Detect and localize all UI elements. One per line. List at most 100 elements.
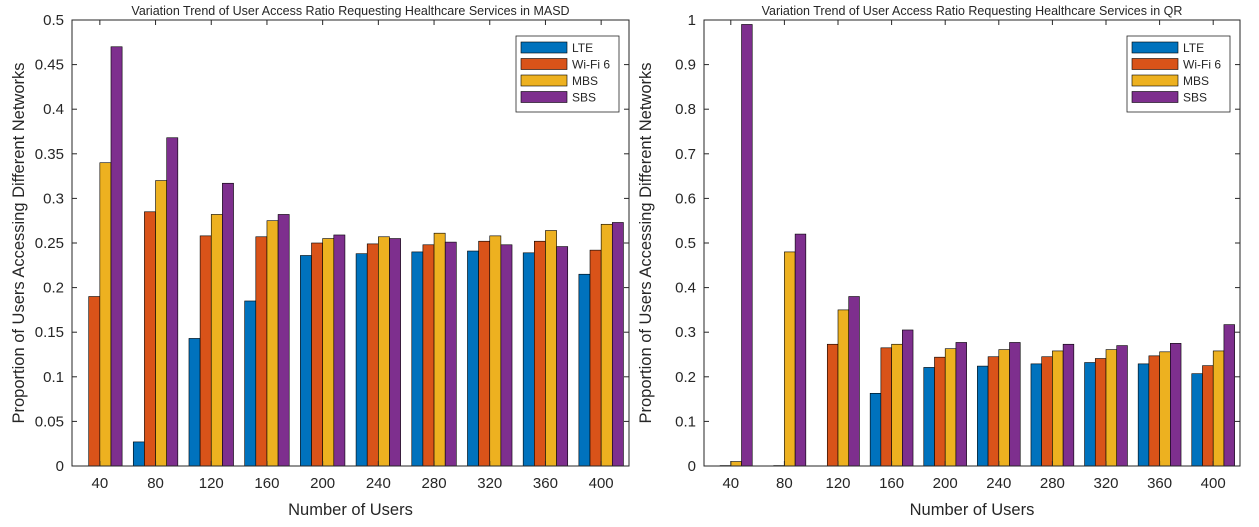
bar-mbs-120 <box>211 214 222 466</box>
bar-sbs-120 <box>222 183 233 466</box>
bar-wi-fi-6-120 <box>200 236 211 466</box>
bar-wi-fi-6-320 <box>479 241 490 466</box>
bar-lte-320 <box>467 251 478 466</box>
y-axis-label: Proportion of Users Accessing Different … <box>10 62 28 423</box>
legend-swatch-lte <box>521 42 567 53</box>
x-tick-label: 320 <box>477 475 502 492</box>
bar-lte-160 <box>245 301 256 466</box>
bar-sbs-40 <box>111 47 122 466</box>
y-tick-label: 0.35 <box>35 146 64 163</box>
bar-sbs-40 <box>742 24 753 466</box>
y-tick-label: 0.6 <box>675 190 696 207</box>
x-tick-label: 400 <box>589 475 614 492</box>
bar-lte-400 <box>1192 374 1203 466</box>
y-tick-label: 0.5 <box>675 235 696 252</box>
chart-title: Variation Trend of User Access Ratio Req… <box>762 4 1183 18</box>
bar-wi-fi-6-360 <box>534 241 545 466</box>
y-tick-label: 0.9 <box>675 57 696 74</box>
bar-mbs-280 <box>1052 351 1063 466</box>
bar-sbs-160 <box>278 214 289 466</box>
bar-mbs-200 <box>945 349 956 466</box>
y-tick-label: 0.5 <box>43 12 64 29</box>
bar-lte-200 <box>924 367 935 466</box>
y-axis-label: Proportion of Users Accessing Different … <box>637 62 655 423</box>
x-tick-label: 80 <box>147 475 164 492</box>
bar-sbs-240 <box>389 239 400 466</box>
bar-sbs-320 <box>1117 346 1128 466</box>
bar-wi-fi-6-160 <box>881 348 892 466</box>
y-tick-label: 0.3 <box>43 190 64 207</box>
bar-sbs-120 <box>849 297 860 466</box>
bar-lte-240 <box>977 366 988 466</box>
bar-wi-fi-6-200 <box>934 357 945 466</box>
bar-mbs-240 <box>378 237 389 466</box>
bar-sbs-360 <box>557 247 568 466</box>
bar-sbs-80 <box>795 234 806 466</box>
y-tick-label: 0 <box>688 458 696 475</box>
legend-swatch-sbs <box>521 92 567 103</box>
bar-lte-160 <box>870 393 881 466</box>
bar-wi-fi-6-320 <box>1095 359 1106 466</box>
bar-sbs-160 <box>902 330 913 466</box>
bar-lte-80 <box>133 442 144 466</box>
y-tick-label: 0.15 <box>35 324 64 341</box>
y-tick-label: 0.05 <box>35 413 64 430</box>
bar-lte-360 <box>1138 364 1149 466</box>
bar-wi-fi-6-120 <box>827 344 838 466</box>
bar-sbs-80 <box>167 138 178 466</box>
bar-mbs-400 <box>601 224 612 466</box>
bar-lte-360 <box>523 253 534 466</box>
bar-sbs-280 <box>1063 344 1074 466</box>
x-tick-label: 320 <box>1093 475 1118 492</box>
bar-wi-fi-6-280 <box>423 245 434 466</box>
bar-mbs-280 <box>434 233 445 466</box>
chart-title: Variation Trend of User Access Ratio Req… <box>131 4 569 18</box>
x-tick-label: 280 <box>1040 475 1065 492</box>
bar-wi-fi-6-160 <box>256 237 267 466</box>
legend-entry: SBS <box>1183 91 1207 105</box>
y-tick-label: 0.2 <box>43 280 64 297</box>
x-tick-label: 120 <box>199 475 224 492</box>
bar-sbs-400 <box>1224 325 1235 466</box>
bar-lte-320 <box>1085 363 1096 466</box>
y-tick-label: 0.4 <box>675 280 696 297</box>
bar-lte-400 <box>579 274 590 466</box>
bar-sbs-280 <box>445 242 456 466</box>
legend-swatch-lte <box>1132 42 1178 53</box>
x-tick-label: 40 <box>722 475 739 492</box>
x-tick-label: 160 <box>879 475 904 492</box>
legend-swatch-mbs <box>1132 75 1178 86</box>
y-tick-label: 0.4 <box>43 101 64 118</box>
y-tick-label: 1 <box>688 12 696 29</box>
bar-sbs-200 <box>334 235 345 466</box>
bar-mbs-40 <box>731 462 742 466</box>
bar-mbs-80 <box>784 252 795 466</box>
x-tick-label: 400 <box>1201 475 1226 492</box>
y-tick-label: 0.1 <box>43 369 64 386</box>
x-tick-label: 120 <box>825 475 850 492</box>
bar-wi-fi-6-40 <box>89 297 100 466</box>
bar-lte-240 <box>356 254 367 466</box>
bar-wi-fi-6-240 <box>367 244 378 466</box>
x-tick-label: 240 <box>986 475 1011 492</box>
y-tick-label: 0.2 <box>675 369 696 386</box>
y-tick-label: 0.25 <box>35 235 64 252</box>
bar-wi-fi-6-400 <box>1202 366 1213 466</box>
bar-mbs-320 <box>1106 350 1117 466</box>
bar-wi-fi-6-200 <box>312 243 323 466</box>
legend-entry: Wi-Fi 6 <box>1183 58 1221 72</box>
bar-wi-fi-6-280 <box>1042 357 1053 466</box>
x-tick-label: 40 <box>92 475 109 492</box>
x-axis-label: Number of Users <box>288 501 413 519</box>
bar-mbs-200 <box>323 239 334 466</box>
bar-mbs-160 <box>892 344 903 466</box>
x-tick-label: 360 <box>1147 475 1172 492</box>
legend-swatch-sbs <box>1132 92 1178 103</box>
legend-entry: MBS <box>572 74 598 88</box>
bar-mbs-160 <box>267 221 278 466</box>
